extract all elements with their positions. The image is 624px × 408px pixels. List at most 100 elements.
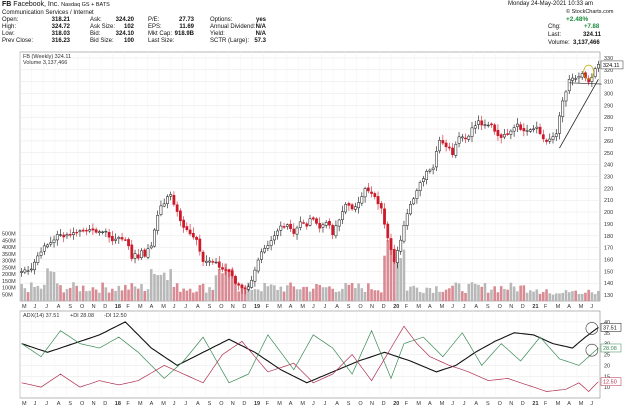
volume-bar bbox=[195, 291, 198, 301]
month-tick-label: D bbox=[103, 304, 107, 310]
volume-bar bbox=[558, 293, 561, 301]
quote-value: 100 bbox=[123, 38, 134, 44]
volume-bar bbox=[208, 287, 211, 301]
volume-bar bbox=[405, 290, 409, 301]
month-tick-label: M bbox=[277, 401, 282, 407]
month-tick-label: O bbox=[498, 401, 503, 407]
quote-label: Options: bbox=[210, 17, 233, 23]
candle-body bbox=[156, 215, 160, 231]
volume-bar bbox=[561, 292, 565, 301]
volume-bar bbox=[237, 291, 241, 301]
volume-bar bbox=[399, 258, 403, 301]
volume-bar bbox=[182, 288, 185, 301]
volume-bar bbox=[431, 292, 435, 301]
month-tick-label: O bbox=[498, 304, 503, 310]
candle-body bbox=[564, 91, 568, 102]
volume-tick-label: 400M bbox=[2, 245, 16, 251]
volume-bar bbox=[133, 286, 137, 301]
quote-value: 11.69 bbox=[179, 24, 194, 30]
candle-body bbox=[431, 167, 435, 170]
volume-bar bbox=[214, 275, 218, 301]
quote-val-2: 324.20 102 324.10 100 bbox=[112, 17, 134, 45]
price-tick-label: 320 bbox=[604, 68, 613, 74]
title-line: FB Facebook, Inc. Nasdaq GS + BATS bbox=[2, 1, 110, 9]
volume-bar bbox=[78, 291, 82, 301]
month-tick-label: M bbox=[138, 304, 143, 310]
month-tick-label: J bbox=[324, 401, 327, 407]
price-tick-label: 240 bbox=[604, 163, 613, 169]
quote-value: 324.10 bbox=[115, 31, 134, 37]
volume-bar bbox=[68, 287, 72, 301]
candle-body bbox=[451, 147, 454, 155]
volume-bar bbox=[389, 249, 393, 301]
month-tick-label: 20 bbox=[393, 304, 399, 310]
candle-body bbox=[159, 205, 163, 215]
month-tick-label: M bbox=[556, 401, 561, 407]
candle-body bbox=[561, 100, 565, 117]
volume-bar bbox=[205, 292, 208, 301]
volume-bar bbox=[234, 278, 237, 301]
volume-bar bbox=[486, 292, 490, 301]
adx-tick-label: 20 bbox=[604, 363, 610, 369]
quote-value: N/A bbox=[255, 24, 266, 30]
candle-body bbox=[341, 211, 344, 220]
price-legend: FB (Weekly) 324.11 bbox=[23, 54, 71, 60]
candle-body bbox=[464, 137, 467, 140]
volume-bar bbox=[175, 283, 179, 301]
candle-body bbox=[567, 79, 571, 92]
volume-bar bbox=[344, 282, 347, 301]
month-tick-label: N bbox=[92, 304, 96, 310]
candle-body bbox=[88, 229, 92, 232]
month-tick-label: N bbox=[370, 401, 374, 407]
volume-bar bbox=[85, 291, 88, 301]
adx-series-line bbox=[21, 321, 599, 384]
candle-body bbox=[444, 142, 448, 148]
month-tick-label: A bbox=[335, 401, 339, 407]
volume-bar bbox=[532, 291, 535, 301]
month-tick-label: N bbox=[509, 401, 513, 407]
month-tick-label: 21 bbox=[532, 401, 538, 407]
volume-bar bbox=[350, 282, 354, 301]
volume-bar bbox=[318, 284, 322, 301]
quote-label: Mkt Cap: bbox=[148, 31, 173, 37]
candle-body bbox=[347, 203, 351, 206]
candle-body bbox=[227, 269, 231, 272]
quote-val-1: 318.21 324.72 318.03 316.23 bbox=[44, 17, 70, 45]
adx-tick-label: 25 bbox=[604, 353, 610, 359]
candle-body bbox=[415, 190, 419, 199]
volume-bar bbox=[94, 289, 98, 301]
candle-body bbox=[506, 133, 510, 135]
volume-bar bbox=[454, 282, 458, 301]
volume-bar bbox=[247, 282, 250, 301]
volume-bar bbox=[91, 287, 95, 301]
candle-body bbox=[454, 144, 458, 156]
month-tick-label: J bbox=[45, 401, 48, 407]
month-tick-label: N bbox=[370, 304, 374, 310]
volume-bar bbox=[136, 288, 140, 301]
candle-body bbox=[107, 232, 111, 238]
quote-label: Ask: bbox=[90, 17, 102, 23]
candle-body bbox=[276, 230, 279, 236]
volume-bar bbox=[470, 282, 474, 301]
adx-value-tag-box bbox=[600, 343, 622, 353]
month-tick-label: J bbox=[312, 304, 315, 310]
volume-tick-label: 500M bbox=[2, 232, 16, 238]
candle-body bbox=[321, 224, 325, 228]
volume-bar bbox=[367, 283, 370, 301]
candle-body bbox=[357, 202, 360, 209]
volume-bar bbox=[428, 287, 432, 301]
candle-body bbox=[62, 234, 66, 238]
candle-body bbox=[188, 229, 192, 235]
volume-bar bbox=[305, 286, 309, 301]
volume-tick-label: 150M bbox=[2, 279, 16, 285]
volume-bar bbox=[415, 287, 419, 301]
candle-body bbox=[344, 204, 348, 213]
volume-bar bbox=[120, 290, 124, 301]
volume-bar bbox=[198, 285, 202, 301]
candle-body bbox=[438, 140, 441, 152]
month-tick-label: F bbox=[126, 401, 130, 407]
candle-body bbox=[409, 204, 412, 215]
volume-bar bbox=[146, 289, 150, 301]
month-tick-label: F bbox=[266, 304, 270, 310]
